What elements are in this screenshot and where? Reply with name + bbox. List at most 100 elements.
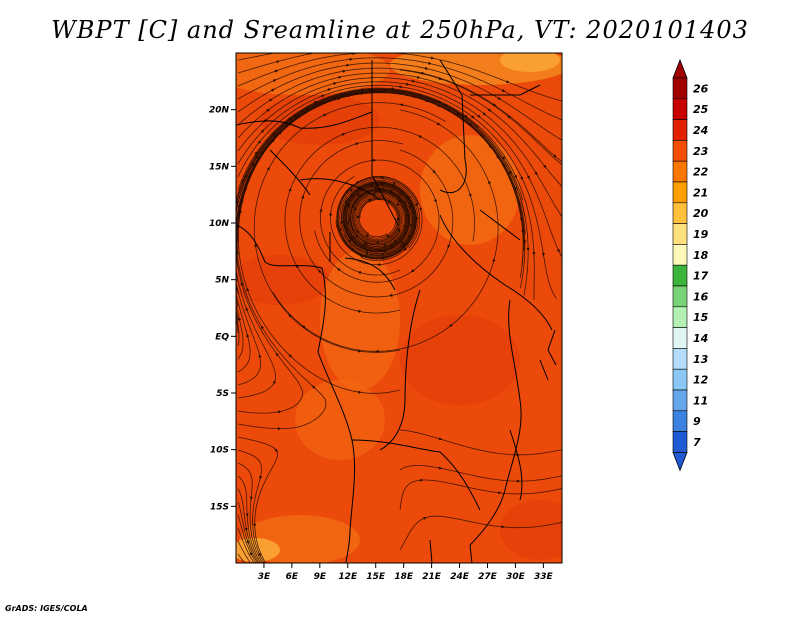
lon-label: 21E [422, 572, 442, 582]
streamline [335, 181, 417, 260]
country-border [351, 439, 441, 453]
colorbar-swatch [672, 160, 688, 183]
streamline-arrow [389, 246, 393, 250]
streamline-arrow [479, 133, 483, 138]
streamline-arrow [240, 282, 244, 286]
streamline-arrow [312, 385, 316, 389]
streamline-arrow [271, 88, 275, 92]
streamline-arrow [288, 187, 292, 192]
lat-label: 15N [209, 162, 230, 172]
colorbar-label: 21 [693, 186, 708, 199]
map-frame [235, 52, 563, 564]
streamline-arrow [360, 193, 365, 197]
country-border [269, 149, 311, 196]
lon-label: 9E [314, 572, 327, 582]
streamline-arrow [364, 252, 369, 256]
streamline-arrow [488, 144, 492, 149]
streamline-arrow [508, 171, 512, 175]
country-border [371, 60, 399, 226]
streamline-arrow [520, 176, 523, 181]
streamline-arrow [477, 114, 481, 118]
colorbar-label: 9 [693, 415, 701, 428]
streamline-arrow [275, 60, 280, 64]
country-border [439, 451, 481, 511]
colorbar-label: 11 [693, 394, 708, 407]
streamline-arrow [418, 207, 422, 212]
lon-label: 30E [506, 572, 526, 582]
streamline [236, 90, 438, 399]
streamline-arrow [351, 247, 355, 252]
streamline [399, 69, 562, 166]
streamline-arrow [364, 249, 369, 253]
country-border [479, 209, 521, 241]
streamline-arrow [433, 199, 437, 203]
streamline [314, 159, 440, 283]
streamline-arrow [438, 437, 443, 441]
streamline [236, 91, 389, 414]
streamline [236, 88, 480, 373]
streamline-arrow [301, 325, 306, 329]
lon-label: 24E [450, 572, 470, 582]
streamline-arrow [365, 234, 369, 238]
streamline-arrow [505, 80, 510, 84]
streamline [237, 514, 257, 563]
lat-label: 5N [215, 276, 229, 286]
streamline-arrow [288, 117, 292, 121]
streamline-arrow [340, 94, 345, 98]
streamline-arrow [517, 202, 521, 207]
streamline-arrow [414, 203, 418, 207]
streamline-arrow [236, 200, 239, 205]
colorbar-swatch [672, 140, 688, 162]
lon-label: 3E [258, 572, 271, 582]
streamline-arrow [403, 247, 407, 251]
colorbar-label: 23 [693, 145, 709, 158]
streamline-arrow [464, 114, 468, 118]
colorbar-label: 18 [693, 249, 709, 262]
lat-label: EQ [215, 332, 229, 342]
streamline [237, 87, 535, 301]
streamline-arrow [321, 94, 325, 98]
colorbar-label: 20 [693, 207, 709, 220]
streamline-arrow [327, 88, 332, 92]
streamline-arrow [337, 97, 341, 101]
streamline-arrow [388, 190, 393, 194]
streamline-arrow [556, 248, 560, 253]
streamline-arrow [392, 181, 397, 185]
streamline-arrow [343, 204, 347, 208]
streamline-arrow [418, 93, 423, 97]
country-border [329, 232, 396, 291]
streamline [399, 515, 562, 551]
colorbar-swatch [672, 264, 688, 287]
lat-label: 20N [209, 106, 230, 116]
lon-label: 15E [366, 572, 386, 582]
colorbar-label: 24 [693, 124, 708, 137]
streamline-arrow [255, 155, 259, 159]
colorbar-swatch [672, 285, 688, 308]
streamline-arrow [436, 122, 441, 126]
streamline-arrow [492, 258, 496, 263]
streamline-arrow [382, 243, 387, 247]
streamline-arrow [543, 164, 547, 169]
colorbar-label: 14 [693, 332, 708, 345]
streamline-arrow [356, 181, 360, 185]
streamline-arrow [410, 269, 415, 273]
colorbar-swatch [672, 348, 688, 370]
lon-label: 6E [286, 572, 299, 582]
country-border [236, 224, 356, 563]
streamline-arrow [402, 243, 406, 247]
longitude-axis: 3E 6E 9E 12E 15E 18E 21E 24E 27E 30E 33E [258, 563, 554, 582]
colorbar-swatch [672, 327, 688, 349]
streamline-arrow [273, 79, 277, 83]
streamline-arrow [245, 307, 249, 311]
streamline-arrow [422, 516, 427, 520]
colorbar-swatch [672, 202, 688, 224]
streamline-arrow [275, 352, 280, 357]
streamline-arrow [266, 166, 270, 171]
grads-credit: GrADS: IGES/COLA [5, 604, 88, 613]
streamline-arrow [402, 200, 406, 205]
streamline-arrow [336, 268, 341, 272]
streamline [236, 311, 240, 347]
streamline-arrow [249, 552, 253, 556]
streamline-arrow [447, 244, 451, 249]
streamline [284, 126, 476, 314]
